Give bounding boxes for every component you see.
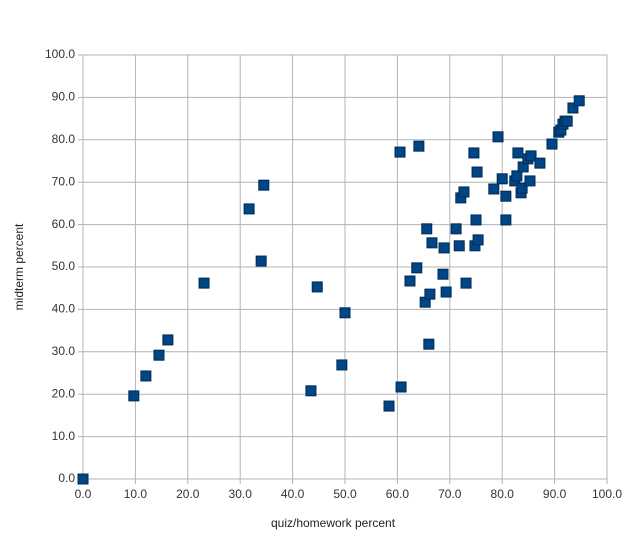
data-point [460,277,472,289]
data-point [424,288,436,300]
x-tick-label: 50.0 [333,487,357,501]
data-point [546,138,558,150]
data-point [511,170,523,182]
data-point [458,186,470,198]
data-point [198,277,210,289]
data-point [426,237,438,249]
data-point [162,334,174,346]
data-point [450,223,462,235]
y-tick-label: 30.0 [52,344,76,358]
data-point [255,255,267,267]
data-point [470,214,482,226]
data-point [421,223,433,235]
data-point [305,385,317,397]
x-tick-label: 60.0 [386,487,410,501]
data-point [516,182,528,194]
y-tick-label: 40.0 [52,302,76,316]
data-point [383,400,395,412]
y-tick-label: 10.0 [52,429,76,443]
data-point [336,359,348,371]
data-point [524,175,536,187]
x-tick-label: 90.0 [543,487,567,501]
data-point [468,147,480,159]
data-point [394,146,406,158]
data-point [411,262,423,274]
data-point [512,147,524,159]
x-tick-label: 70.0 [438,487,462,501]
x-axis-title: quiz/homework percent [271,516,396,530]
x-tick-label: 100.0 [592,487,622,501]
y-tick-label: 50.0 [52,259,76,273]
x-tick-label: 20.0 [176,487,200,501]
data-point [404,275,416,287]
y-axis-title: midterm percent [12,223,26,310]
data-point [395,381,407,393]
y-tick-label: 0.0 [58,471,75,485]
data-point [423,338,435,350]
data-point [472,234,484,246]
data-point [567,102,579,114]
y-tick-label: 60.0 [52,217,76,231]
data-point [311,281,323,293]
data-point [243,203,255,215]
y-tick-label: 80.0 [52,132,76,146]
data-point [496,173,508,185]
x-tick-label: 0.0 [75,487,92,501]
data-point [561,115,573,127]
data-point [258,179,270,191]
data-point [437,268,449,280]
data-point [500,214,512,226]
y-tick-label: 100.0 [45,47,75,61]
x-tick-label: 30.0 [229,487,253,501]
data-point [440,286,452,298]
data-point [438,242,450,254]
data-point [128,390,140,402]
data-point [140,370,152,382]
data-point [573,95,585,107]
data-point [453,240,465,252]
data-point [488,183,500,195]
data-point [77,473,89,485]
x-tick-label: 80.0 [491,487,515,501]
data-point [500,190,512,202]
x-tick-label: 10.0 [124,487,148,501]
data-point [534,157,546,169]
data-point [413,140,425,152]
y-tick-label: 20.0 [52,386,76,400]
data-point [153,349,165,361]
data-point [492,131,504,143]
data-point [525,150,537,162]
x-tick-label: 40.0 [281,487,305,501]
data-point [339,307,351,319]
y-tick-label: 90.0 [52,90,76,104]
data-point [471,166,483,178]
y-tick-label: 70.0 [52,174,76,188]
